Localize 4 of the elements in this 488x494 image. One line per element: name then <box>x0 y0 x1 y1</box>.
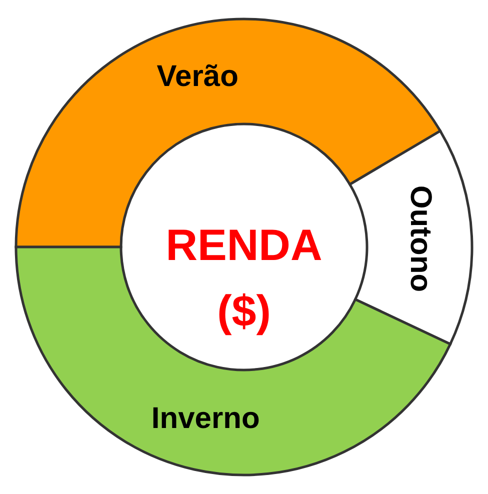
text: RENDA ($) <box>166 221 322 336</box>
slice-label: Inverno <box>151 402 260 435</box>
slice-label: Outono <box>404 185 437 292</box>
slice-label: Verão <box>156 60 238 94</box>
